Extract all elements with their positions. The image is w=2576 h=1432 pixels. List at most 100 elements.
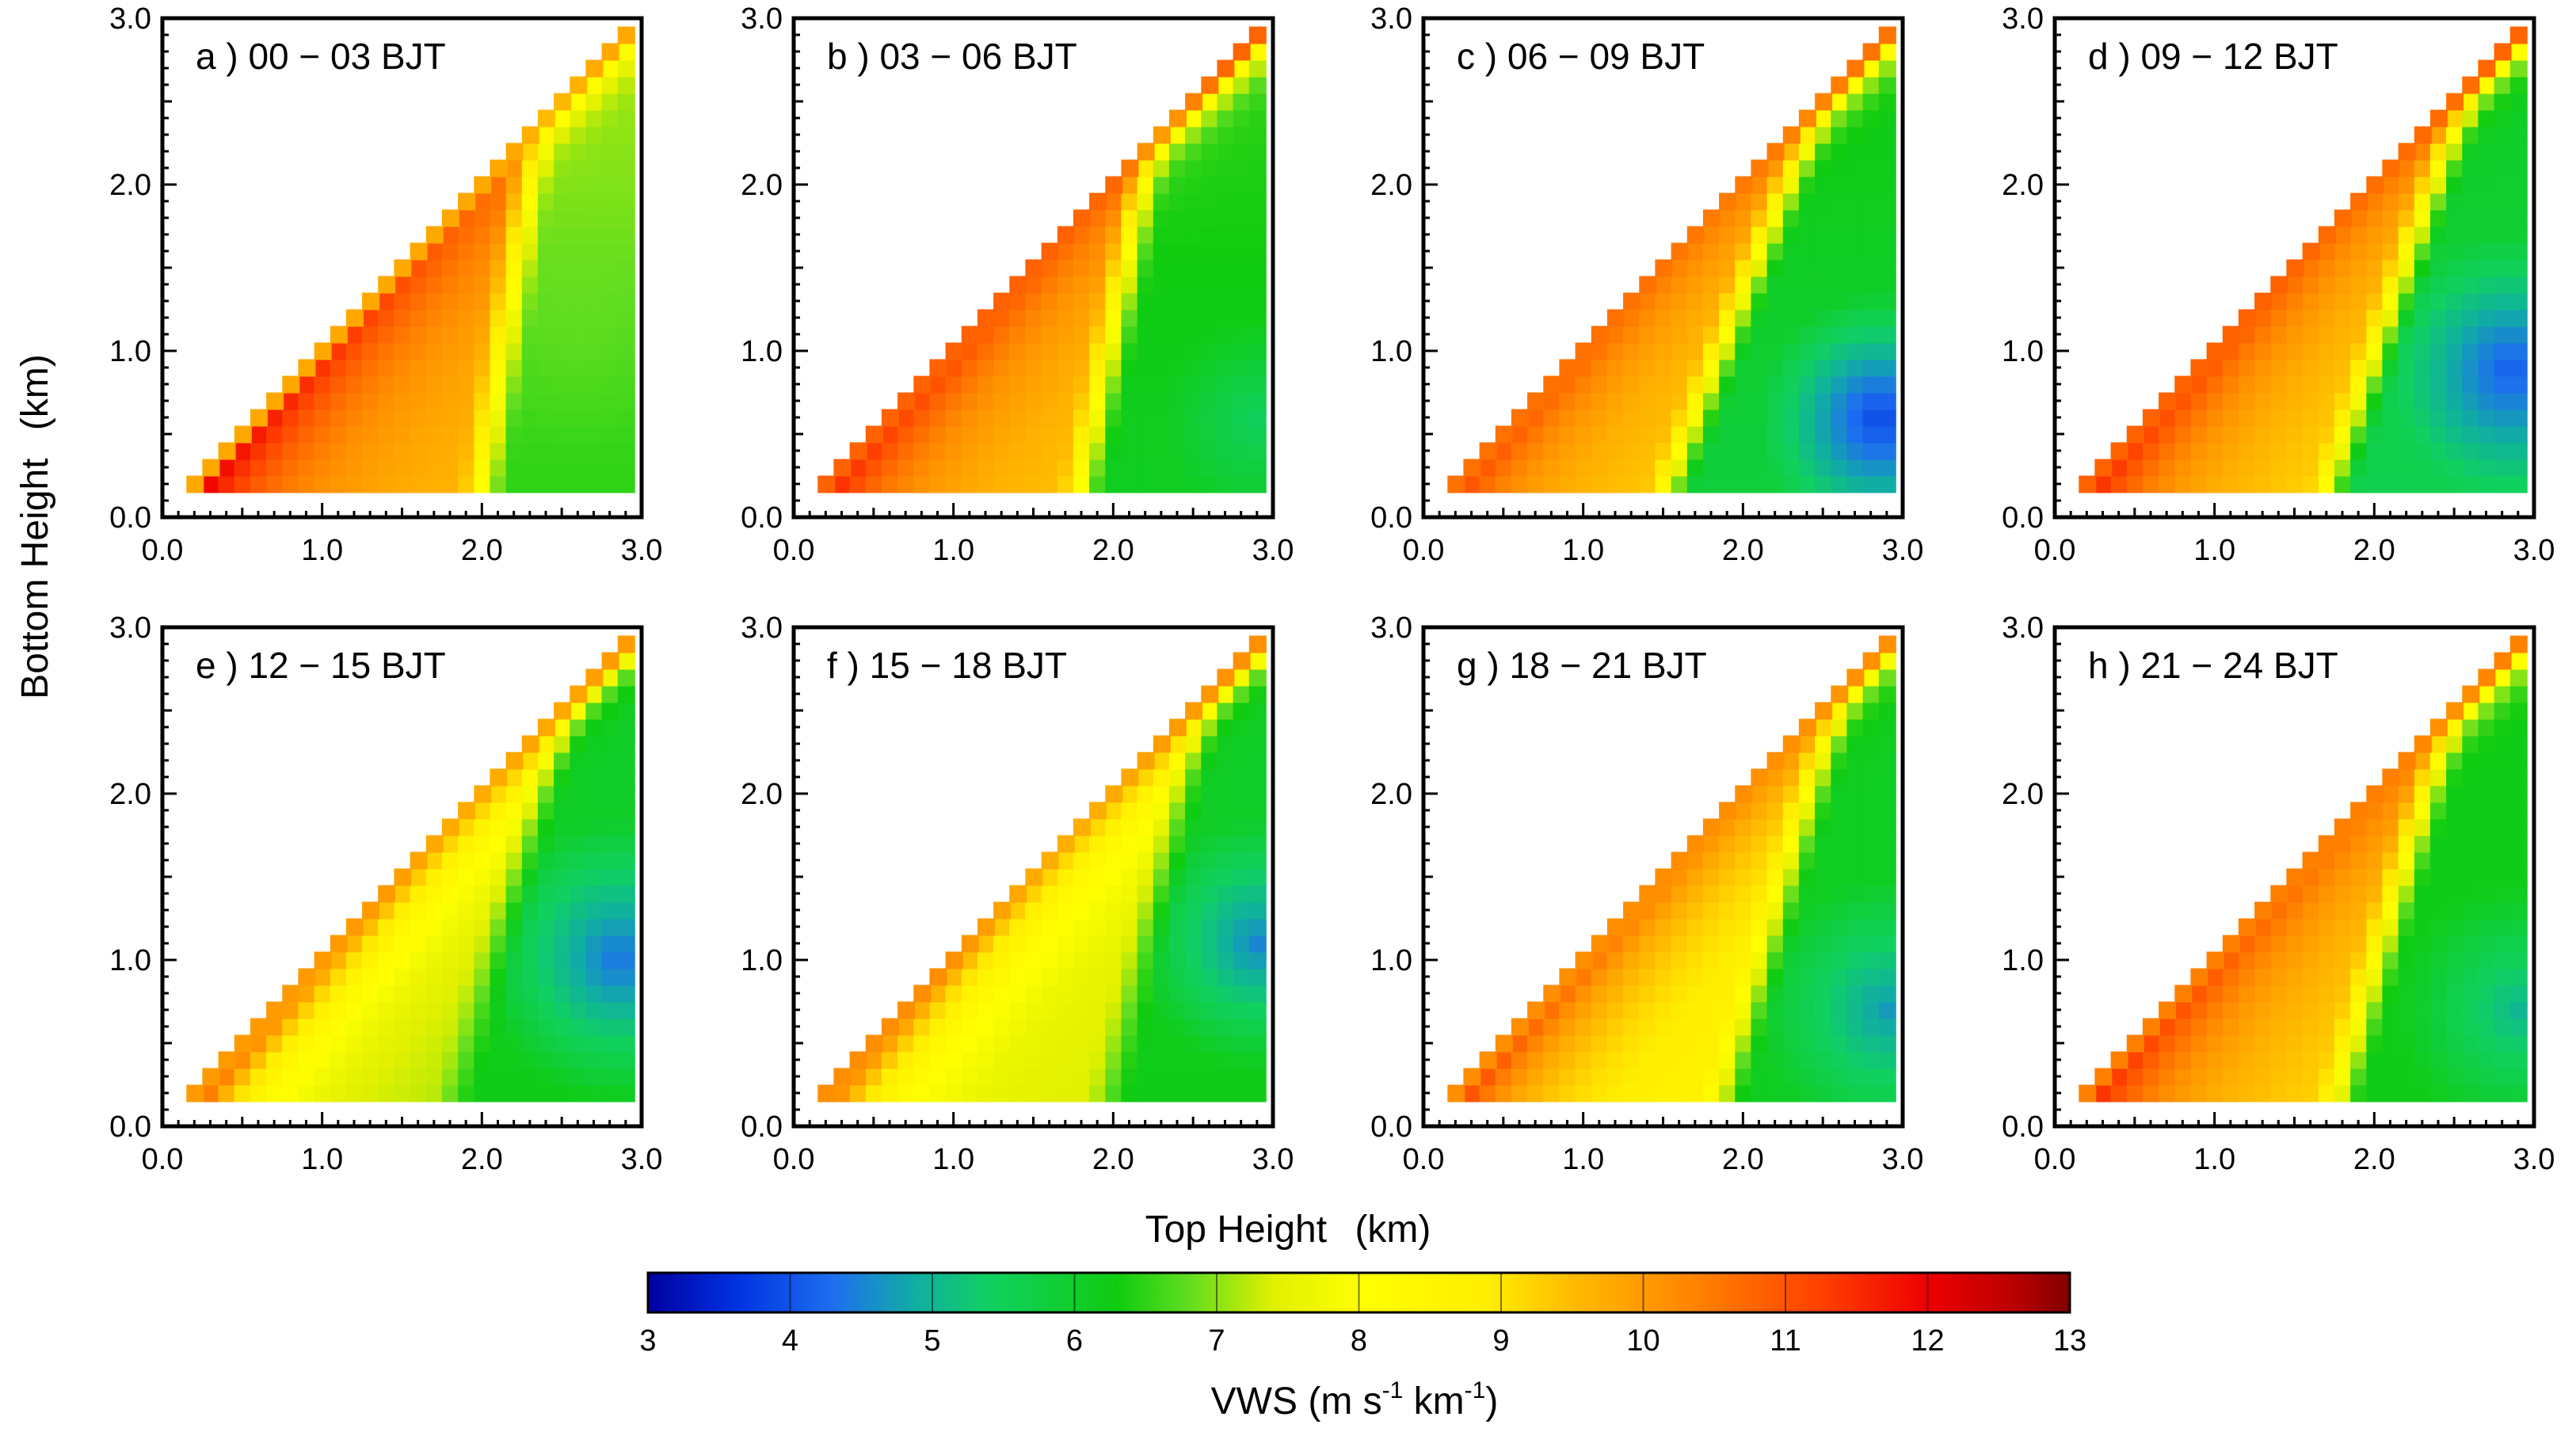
heatmap-cell (2494, 359, 2512, 377)
heatmap-cell (1815, 475, 1833, 493)
heatmap-cell (913, 1001, 932, 1019)
heatmap-cell (505, 342, 524, 360)
heatmap-cell (585, 1018, 604, 1036)
heatmap-cell (1105, 785, 1123, 803)
heatmap-cell (458, 935, 476, 953)
heatmap-cell (2174, 375, 2193, 394)
heatmap-cell (1121, 475, 1139, 493)
heatmap-cell (585, 918, 604, 936)
heatmap-cell (1248, 768, 1267, 786)
heatmap-cell (314, 409, 332, 427)
heatmap-cell (1655, 1034, 1673, 1053)
heatmap-cell (378, 935, 396, 953)
heatmap-cell (585, 935, 604, 953)
heatmap-cell (1041, 342, 1059, 360)
heatmap-cell (2334, 459, 2352, 477)
heatmap-cell (1233, 259, 1251, 277)
heatmap-cell (1702, 326, 1721, 344)
heatmap-cell (554, 192, 572, 211)
heatmap-cell (490, 359, 508, 377)
heatmap-cell (1606, 918, 1625, 936)
heatmap-cell (425, 459, 444, 477)
heatmap-cell (1735, 785, 1753, 803)
heatmap-cell (345, 309, 364, 327)
heatmap-cell (2334, 1068, 2352, 1086)
heatmap-cell (330, 442, 348, 460)
heatmap-cell (1527, 1068, 1545, 1086)
heatmap-cell (2334, 1018, 2352, 1036)
heatmap-cell (1591, 1001, 1609, 1019)
heatmap-cell (1121, 242, 1139, 261)
heatmap-cell (490, 475, 508, 493)
heatmap-cell (1201, 392, 1219, 410)
heatmap-cell (2494, 459, 2512, 477)
heatmap-cell (2270, 1051, 2288, 1069)
heatmap-cell (2446, 768, 2464, 786)
heatmap-cell (2079, 475, 2097, 493)
heatmap-cell (601, 685, 619, 703)
heatmap-cell (2254, 342, 2273, 360)
heatmap-cell (1846, 685, 1865, 703)
x-tick-label: 1.0 (301, 1143, 343, 1176)
heatmap-cell (1233, 59, 1251, 78)
heatmap-cell (1543, 409, 1561, 427)
heatmap-cell (1121, 209, 1139, 227)
heatmap-cell (1121, 375, 1139, 394)
heatmap-cell (1009, 276, 1027, 294)
heatmap-cell (1233, 1051, 1251, 1069)
heatmap-cell (1671, 868, 1689, 886)
heatmap-cell (2366, 835, 2384, 853)
heatmap-cell (1831, 935, 1849, 953)
heatmap-cell (897, 1001, 916, 1019)
heatmap-cell (1623, 459, 1641, 477)
heatmap-cell (1782, 309, 1801, 327)
heatmap-cell (1862, 59, 1881, 78)
heatmap-cell (2222, 375, 2240, 394)
heatmap-cell (505, 918, 524, 936)
heatmap-cell (2382, 818, 2400, 836)
heatmap-cell (961, 359, 979, 377)
heatmap-cell (458, 818, 476, 836)
heatmap-cell (1606, 309, 1625, 327)
heatmap-cell (1463, 1068, 1481, 1086)
heatmap-cell (314, 1068, 332, 1086)
heatmap-cell (1846, 442, 1865, 460)
heatmap-cell (1105, 192, 1123, 211)
x-tick-label: 2.0 (2353, 1143, 2395, 1176)
heatmap-cell (1671, 968, 1689, 986)
heatmap-cell (1702, 226, 1721, 244)
heatmap-cell (345, 326, 364, 344)
heatmap-cell (490, 968, 508, 986)
heatmap-cell (1168, 1084, 1187, 1103)
heatmap-cell (1782, 1084, 1801, 1103)
heatmap-cell (2206, 1001, 2224, 1019)
heatmap-cell (2494, 76, 2512, 94)
heatmap-cell (2366, 292, 2384, 310)
heatmap-cell (2429, 459, 2448, 477)
heatmap-cell (1073, 209, 1091, 227)
heatmap-cell (474, 359, 492, 377)
heatmap-cell (1105, 901, 1123, 920)
heatmap-cell (570, 1051, 588, 1069)
heatmap-cell (1153, 259, 1171, 277)
heatmap-cell (1798, 109, 1816, 128)
heatmap-cell (362, 309, 380, 327)
heatmap-cell (1185, 242, 1203, 261)
heatmap-cell (1831, 292, 1849, 310)
heatmap-cell (1217, 309, 1235, 327)
heatmap-cell (2478, 835, 2496, 853)
heatmap-cell (441, 326, 459, 344)
heatmap-cell (1248, 702, 1267, 720)
heatmap-cell (1862, 159, 1881, 177)
heatmap-cell (1846, 1034, 1865, 1053)
heatmap-cell (2206, 968, 2224, 986)
heatmap-cell (1248, 59, 1267, 78)
heatmap-cell (1041, 1034, 1059, 1053)
heatmap-cell (993, 951, 1012, 969)
heatmap-cell (378, 425, 396, 444)
heatmap-cell (1623, 968, 1641, 986)
y-tick-label: 0.0 (741, 501, 783, 535)
heatmap-cell (585, 768, 604, 786)
heatmap-cell (1591, 1018, 1609, 1036)
heatmap-cell (1782, 802, 1801, 820)
